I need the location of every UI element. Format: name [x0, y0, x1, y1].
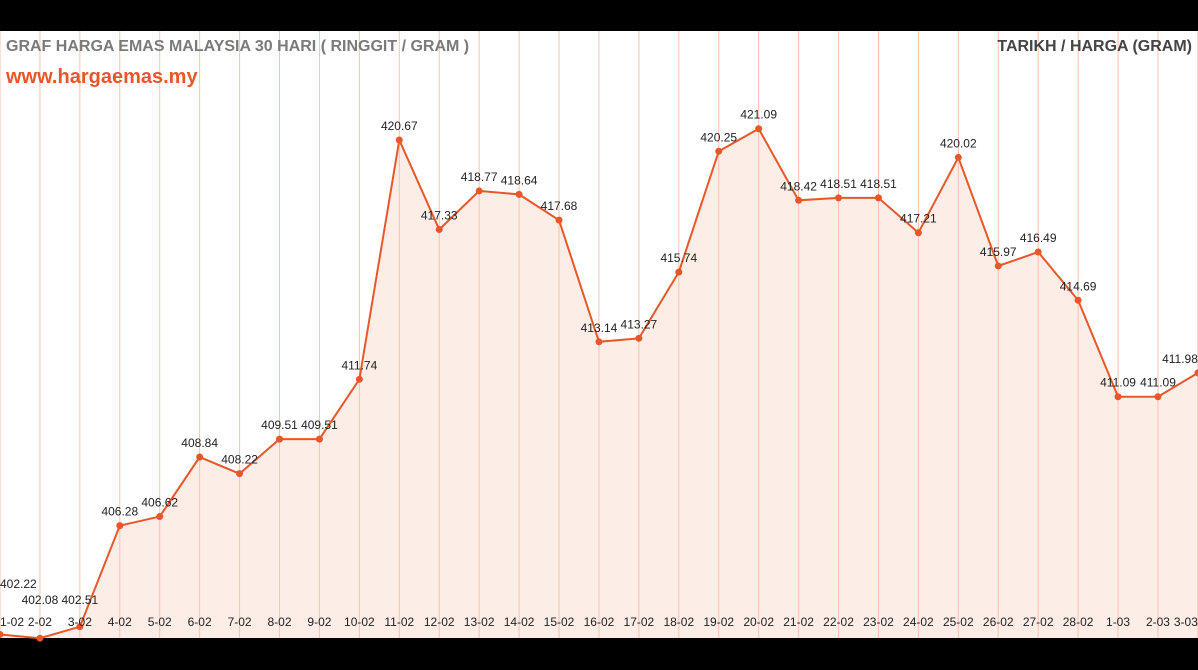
- x-tick-label: 13-02: [464, 615, 495, 629]
- data-point: [954, 153, 962, 161]
- data-point: [1074, 296, 1082, 304]
- data-point: [395, 136, 403, 144]
- x-tick-label: 27-02: [1023, 615, 1054, 629]
- data-label: 411.09: [1100, 376, 1136, 390]
- data-point: [156, 513, 164, 521]
- x-tick-label: 14-02: [504, 615, 535, 629]
- chart-title: GRAF HARGA EMAS MALAYSIA 30 HARI ( RINGG…: [6, 38, 470, 55]
- chart-subtitle: www.hargaemas.my: [6, 66, 198, 88]
- data-point: [435, 226, 443, 234]
- x-tick-label: 9-02: [307, 615, 331, 629]
- x-tick-label: 17-02: [624, 615, 655, 629]
- data-point: [555, 216, 563, 224]
- data-point: [795, 196, 803, 204]
- data-point: [1114, 393, 1122, 401]
- data-point: [236, 470, 244, 478]
- data-label: 420.02: [940, 136, 977, 150]
- data-label: 415.74: [660, 251, 697, 265]
- data-point: [76, 623, 84, 631]
- x-tick-label: 25-02: [943, 615, 974, 629]
- data-point: [315, 435, 323, 443]
- data-point: [36, 634, 44, 642]
- data-label: 409.51: [261, 418, 298, 432]
- x-tick-label: 3-02: [68, 615, 92, 629]
- data-point: [1194, 369, 1198, 377]
- data-label: 417.21: [900, 212, 937, 226]
- data-label: 418.42: [780, 179, 817, 193]
- data-label: 418.51: [860, 177, 897, 191]
- data-point: [0, 630, 4, 638]
- data-label: 415.97: [980, 245, 1017, 259]
- data-label: 413.14: [581, 321, 618, 335]
- x-tick-label: 28-02: [1063, 615, 1094, 629]
- data-label: 409.51: [301, 418, 338, 432]
- chart-legend: TARIKH / HARGA (GRAM): [997, 38, 1192, 55]
- data-label: 411.09: [1140, 376, 1176, 390]
- data-point: [635, 334, 643, 342]
- data-point: [116, 522, 124, 530]
- data-point: [595, 338, 603, 346]
- data-point: [675, 268, 683, 276]
- data-label: 420.67: [381, 119, 418, 133]
- data-label: 420.25: [700, 130, 737, 144]
- x-tick-label: 3-03: [1174, 615, 1198, 629]
- data-label: 418.64: [501, 173, 538, 187]
- data-point: [715, 147, 723, 155]
- x-tick-label: 21-02: [783, 615, 814, 629]
- data-point: [835, 194, 843, 202]
- x-tick-label: 4-02: [108, 615, 132, 629]
- x-tick-label: 1-02: [0, 615, 24, 629]
- data-point: [1154, 393, 1162, 401]
- x-tick-label: 11-02: [384, 615, 414, 629]
- data-label: 417.68: [541, 199, 578, 213]
- data-label: 402.08: [22, 593, 59, 607]
- x-tick-label: 18-02: [663, 615, 694, 629]
- x-tick-label: 23-02: [863, 615, 894, 629]
- x-tick-label: 15-02: [544, 615, 575, 629]
- data-label: 418.51: [820, 177, 857, 191]
- data-label: 413.27: [621, 317, 658, 331]
- data-label: 402.22: [0, 577, 37, 591]
- data-point: [1034, 248, 1042, 256]
- x-tick-label: 20-02: [743, 615, 774, 629]
- data-point: [914, 229, 922, 237]
- x-tick-label: 2-03: [1146, 615, 1170, 629]
- x-tick-label: 19-02: [703, 615, 734, 629]
- data-point: [355, 375, 363, 383]
- data-label: 421.09: [740, 108, 777, 122]
- data-label: 408.84: [181, 436, 218, 450]
- data-label: 414.69: [1060, 279, 1097, 293]
- x-tick-label: 22-02: [823, 615, 854, 629]
- x-tick-label: 7-02: [228, 615, 252, 629]
- data-label: 406.28: [101, 505, 138, 519]
- data-label: 411.98: [1162, 352, 1198, 366]
- x-tick-label: 26-02: [983, 615, 1014, 629]
- x-tick-label: 5-02: [148, 615, 172, 629]
- data-point: [515, 190, 523, 198]
- x-tick-label: 10-02: [344, 615, 375, 629]
- data-point: [994, 262, 1002, 270]
- data-label: 418.77: [461, 170, 498, 184]
- data-point: [196, 453, 204, 461]
- x-tick-label: 8-02: [267, 615, 291, 629]
- x-tick-label: 6-02: [188, 615, 212, 629]
- x-tick-label: 2-02: [28, 615, 52, 629]
- x-tick-label: 24-02: [903, 615, 934, 629]
- data-label: 408.22: [221, 453, 258, 467]
- data-point: [755, 125, 763, 133]
- x-tick-label: 1-03: [1106, 615, 1130, 629]
- x-tick-label: 12-02: [424, 615, 455, 629]
- data-point: [874, 194, 882, 202]
- data-label: 417.33: [421, 209, 458, 223]
- data-label: 416.49: [1020, 231, 1057, 245]
- data-label: 406.62: [141, 496, 178, 510]
- x-tick-label: 16-02: [584, 615, 615, 629]
- data-label: 411.74: [341, 358, 377, 372]
- data-point: [276, 435, 284, 443]
- data-point: [475, 187, 483, 195]
- data-label: 402.51: [62, 593, 99, 607]
